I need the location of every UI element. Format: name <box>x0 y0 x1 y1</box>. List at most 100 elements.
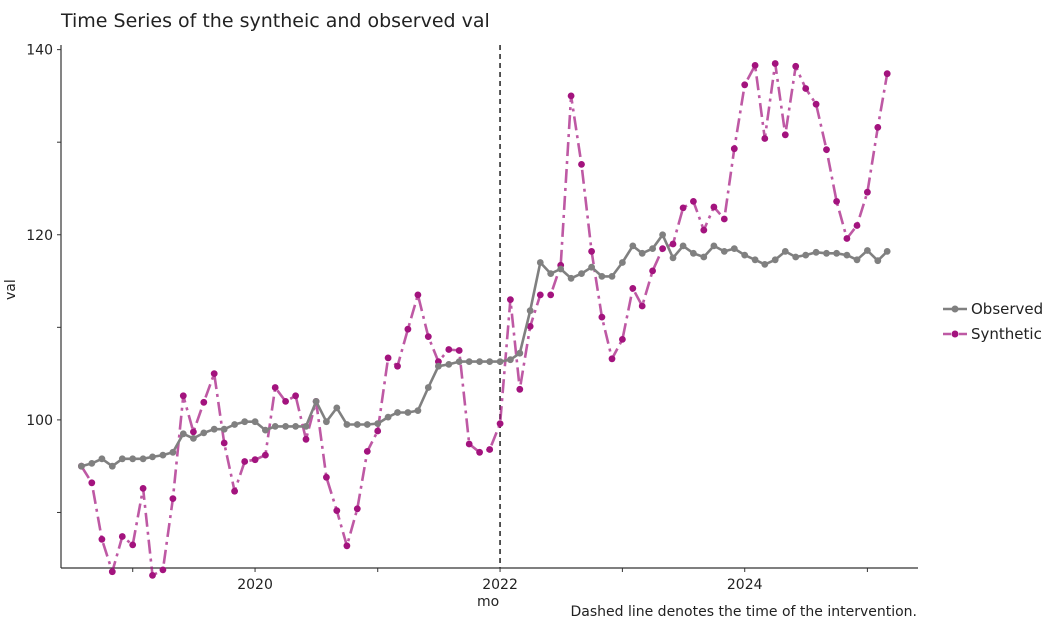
data-point-observed <box>536 259 544 266</box>
data-point-synthetic <box>629 285 637 292</box>
x-tick-label: 2020 <box>237 577 273 593</box>
data-point-observed <box>516 349 524 357</box>
data-point-observed <box>730 245 738 253</box>
data-point-observed <box>343 421 351 428</box>
data-point-observed <box>149 453 156 461</box>
data-point-observed <box>638 249 646 257</box>
data-point-observed <box>88 460 96 467</box>
data-point-synthetic <box>874 124 882 131</box>
data-point-observed <box>547 270 555 277</box>
legend-item-observed: Observed <box>943 296 1043 321</box>
y-tick-label: 100 <box>26 413 53 429</box>
data-point-synthetic <box>353 505 361 513</box>
data-point-synthetic <box>190 428 197 436</box>
data-point-observed <box>465 358 473 365</box>
data-point-synthetic <box>129 541 137 549</box>
data-point-observed <box>374 420 382 427</box>
data-point-observed <box>312 398 320 405</box>
data-point-observed <box>679 242 687 250</box>
data-point-synthetic <box>516 385 524 393</box>
data-point-observed <box>823 249 830 257</box>
data-point-synthetic <box>414 291 422 299</box>
data-point-observed <box>659 231 666 239</box>
data-point-synthetic <box>843 235 851 242</box>
data-point-synthetic <box>333 507 341 514</box>
data-point-synthetic <box>476 448 483 456</box>
data-point-observed <box>771 256 779 264</box>
data-point-observed <box>394 409 401 416</box>
data-point-synthetic <box>262 451 269 459</box>
data-point-observed <box>883 248 891 255</box>
data-point-synthetic <box>343 542 351 550</box>
data-point-observed <box>833 249 840 257</box>
series-observed <box>78 231 891 470</box>
data-point-observed <box>629 242 637 250</box>
data-point-synthetic <box>751 62 759 69</box>
data-point-observed <box>139 455 147 463</box>
data-point-synthetic <box>710 203 718 211</box>
data-point-observed <box>292 423 299 430</box>
data-point-observed <box>262 426 269 434</box>
data-point-synthetic <box>741 81 749 89</box>
data-point-observed <box>333 404 341 412</box>
legend-item-synthetic: Synthetic <box>943 321 1043 346</box>
chart-title: Time Series of the syntheic and observed… <box>61 10 490 32</box>
data-point-synthetic <box>108 568 116 576</box>
data-point-synthetic <box>169 495 177 502</box>
data-point-synthetic <box>363 448 371 455</box>
legend-key-observed <box>943 305 967 312</box>
series-line-synthetic <box>80 62 889 577</box>
data-point-observed <box>445 361 453 368</box>
data-point-observed <box>741 251 749 259</box>
data-point-synthetic <box>802 85 810 92</box>
data-point-observed <box>874 257 882 265</box>
data-point-observed <box>231 421 239 428</box>
data-point-synthetic <box>619 336 626 343</box>
data-point-synthetic <box>88 479 96 487</box>
data-point-synthetic <box>547 291 555 299</box>
data-point-synthetic <box>833 198 840 205</box>
data-point-observed <box>567 274 575 282</box>
data-point-observed <box>864 247 871 254</box>
data-point-observed <box>812 248 820 256</box>
data-point-observed <box>424 384 432 391</box>
data-point-synthetic <box>649 267 656 275</box>
data-point-observed <box>496 358 504 365</box>
data-point-synthetic <box>507 296 514 303</box>
data-point-synthetic <box>302 435 310 443</box>
data-point-synthetic <box>231 487 239 495</box>
x-tick-label: 2024 <box>727 577 763 593</box>
data-point-observed <box>802 251 810 259</box>
data-point-synthetic <box>496 420 504 427</box>
data-point-observed <box>700 253 708 261</box>
data-point-synthetic <box>241 458 249 465</box>
data-point-synthetic <box>455 347 463 354</box>
data-point-observed <box>98 455 106 463</box>
data-point-observed <box>363 421 371 428</box>
data-point-synthetic <box>588 248 595 255</box>
data-point-observed <box>507 356 514 364</box>
data-point-synthetic <box>149 572 156 579</box>
data-point-observed <box>486 358 494 365</box>
legend-label-synthetic: Synthetic <box>971 324 1042 343</box>
data-point-observed <box>751 256 759 264</box>
data-point-synthetic <box>700 226 708 234</box>
data-point-synthetic <box>864 188 871 196</box>
data-point-observed <box>129 455 137 463</box>
data-point-synthetic <box>292 392 299 400</box>
data-point-synthetic <box>608 355 616 363</box>
data-point-synthetic <box>98 535 106 543</box>
data-point-synthetic <box>159 566 167 574</box>
data-point-synthetic <box>883 70 891 78</box>
data-point-synthetic <box>567 92 575 100</box>
y-axis-label: val <box>3 279 19 300</box>
data-point-synthetic <box>730 145 738 153</box>
data-point-synthetic <box>394 362 401 370</box>
data-point-synthetic <box>669 240 677 248</box>
data-point-observed <box>78 462 85 470</box>
data-point-observed <box>353 421 361 428</box>
data-point-observed <box>843 251 851 259</box>
data-point-observed <box>619 259 626 266</box>
data-point-observed <box>200 429 208 437</box>
